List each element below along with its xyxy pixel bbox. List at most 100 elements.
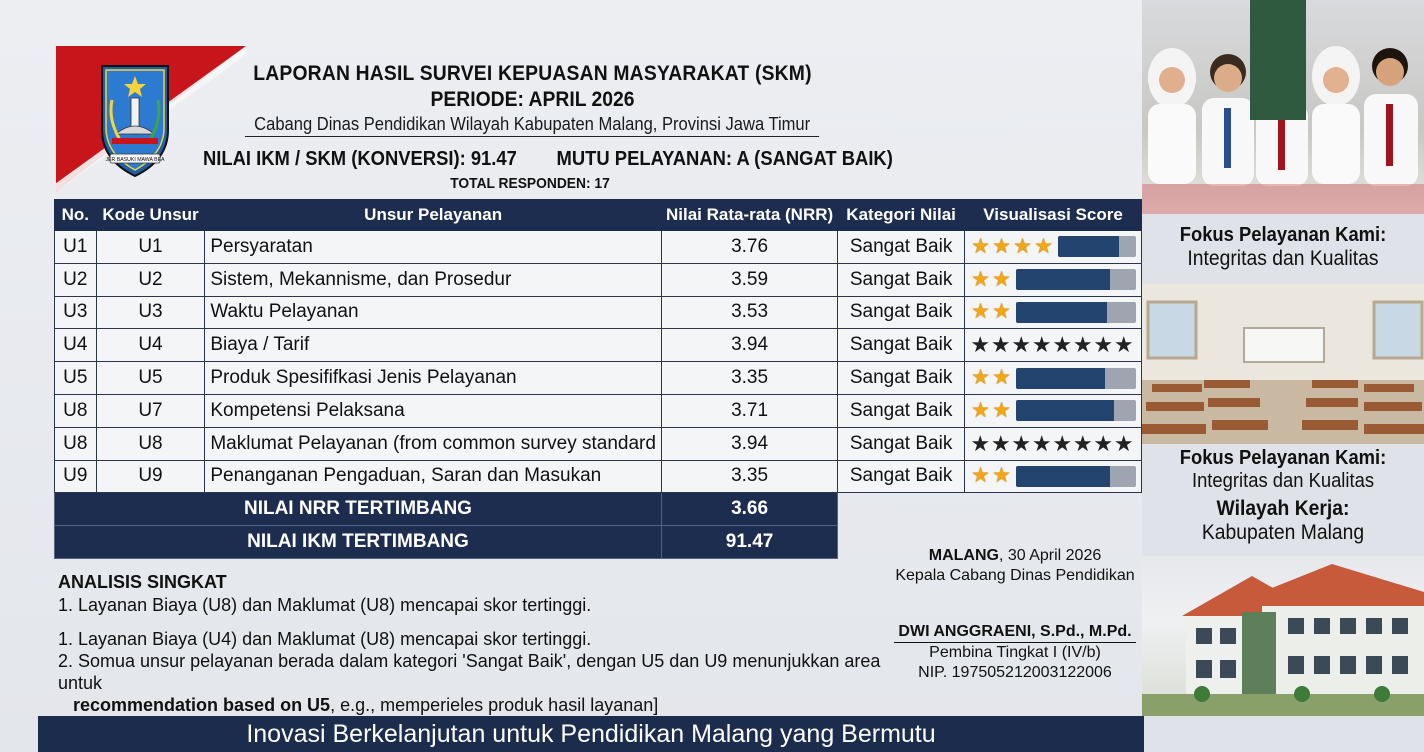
fokus-title: Fokus Pelayanan Kami: xyxy=(1179,447,1387,469)
col-header-no: No. xyxy=(54,199,97,231)
cell-kode: U4 xyxy=(95,328,206,363)
cell-visualisasi: ★ ★ ★ ★ ★ ★ ★ ★ xyxy=(964,426,1142,461)
table-row: U1 U1 Persyaratan 3.76 Sangat Baik ★ ★ ★ ★ xyxy=(54,230,1142,264)
star-icon: ★ xyxy=(1072,332,1093,358)
cell-unsur: Kompetensi Pelaksana xyxy=(204,393,662,428)
side-panel: Fokus Pelayanan Kami: Integritas dan Kua… xyxy=(1142,0,1424,752)
table-row: U9 U9 Penanganan Pengaduan, Saran dan Masu… xyxy=(54,459,1142,494)
emblem-motto: JER BASUKI MAWA BEA xyxy=(106,157,166,163)
fokus-block-1: Fokus Pelayanan Kami: Integritas dan Kua… xyxy=(1142,224,1424,271)
star-icon: ★ xyxy=(992,267,1011,291)
summary-label: NILAI IKM TERTIMBANG xyxy=(54,525,662,559)
cell-nrr: 3.35 xyxy=(660,459,839,494)
signature-rank: Pembina Tingkat I (IV/b) xyxy=(929,644,1101,661)
star-icon: ★ xyxy=(992,398,1011,422)
star-icon: ★ xyxy=(992,234,1011,258)
summary-label: NILAI NRR TERTIMBANG xyxy=(54,492,662,527)
mutu-pelayanan-label: MUTU PELAYANAN: A (SANGAT BAIK) xyxy=(556,148,893,170)
fokus-title: Fokus Pelayanan Kami: xyxy=(1179,224,1387,246)
table-header-row: No. Kode Unsur Unsur Pelayanan Nilai Rat… xyxy=(54,199,1142,231)
star-icon: ★ xyxy=(1031,332,1052,358)
cell-nrr: 3.53 xyxy=(660,295,839,330)
score-bar-fill xyxy=(1016,400,1115,422)
fokus-block-2: Fokus Pelayanan Kami: Integritas dan Kua… xyxy=(1142,447,1424,545)
score-bar xyxy=(1016,301,1136,323)
analysis-line: 1. Layanan Biaya (U8) dan Maklumat (U8) … xyxy=(58,595,592,615)
analysis-heading: ANALISIS SINGKAT xyxy=(58,572,227,592)
star-icon: ★ xyxy=(990,430,1011,456)
footer-banner: Inovasi Berkelanjutan untuk Pendidikan M… xyxy=(38,716,1144,752)
score-visual: ★ ★ ★ ★ ★ ★ ★ ★ xyxy=(970,432,1136,456)
cell-kategori: Sangat Baik xyxy=(837,459,966,494)
star-icon: ★ xyxy=(1052,332,1073,358)
signature-nip: NIP. 197505212003122006 xyxy=(918,664,1112,681)
score-bar xyxy=(1016,269,1136,291)
cell-kode: U7 xyxy=(95,393,206,428)
classroom-photo xyxy=(1142,284,1424,444)
summary-row-ikm: NILAI IKM TERTIMBANG 91.47 xyxy=(54,525,1142,559)
analysis-line: 2. Somua unsur pelayanan berada dalam ka… xyxy=(58,651,881,693)
cell-kategori: Sangat Baik xyxy=(837,262,966,297)
cell-kode: U2 xyxy=(95,262,206,297)
cell-unsur: Biaya / Tarif xyxy=(204,328,662,363)
analysis-section: ANALISIS SINGKAT 1. Layanan Biaya (U8) d… xyxy=(58,572,888,716)
cell-unsur: Sistem, Mekannisme, dan Prosedur xyxy=(204,262,662,297)
table-row: U8 U8 Maklumat Pelayanan (from common surv… xyxy=(54,426,1142,461)
cell-visualisasi: ★ ★ xyxy=(964,459,1142,494)
star-icon: ★ xyxy=(1034,234,1053,258)
cell-no: U9 xyxy=(54,459,97,494)
star-icon: ★ xyxy=(992,366,1011,390)
score-visual: ★ ★ ★ ★ ★ ★ ★ ★ xyxy=(970,333,1136,357)
star-icon: ★ xyxy=(1113,430,1134,456)
cell-kategori: Sangat Baik xyxy=(837,295,966,330)
cell-unsur: Persyaratan xyxy=(204,230,662,264)
cell-visualisasi: ★ ★ xyxy=(964,393,1142,428)
star-icon: ★ xyxy=(1093,332,1114,358)
cell-kategori: Sangat Baik xyxy=(837,328,966,363)
score-bar xyxy=(1016,465,1136,487)
col-header-visualisasi: Visualisasi Score xyxy=(964,199,1142,231)
cell-unsur: Waktu Pelayanan xyxy=(204,295,662,330)
cell-kategori: Sangat Baik xyxy=(837,426,966,461)
cell-nrr: 3.94 xyxy=(660,328,839,363)
star-icon: ★ xyxy=(971,398,990,422)
cell-kategori: Sangat Baik xyxy=(837,361,966,395)
report-title: LAPORAN HASIL SURVEI KEPUASAN MASYARAKAT… xyxy=(253,62,812,85)
fokus-text: Integritas dan Kualitas xyxy=(1191,470,1375,492)
signature-block: MALANG, 30 April 2026 Kepala Cabang Dina… xyxy=(880,546,1150,683)
cell-nrr: 3.59 xyxy=(660,262,839,297)
star-icon: ★ xyxy=(1011,332,1032,358)
students-illustration-icon xyxy=(1142,46,1424,214)
summary-row-nrr: NILAI NRR TERTIMBANG 3.66 xyxy=(54,492,1142,527)
cell-visualisasi: ★ ★ xyxy=(964,361,1142,395)
analysis-text: , e.g., memperieles produk hasil layanan… xyxy=(330,695,659,715)
cell-unsur: Penanganan Pengaduan, Saran dan Masukan xyxy=(204,459,662,494)
cell-kode: U8 xyxy=(95,426,206,461)
report-header: LAPORAN HASIL SURVEI KEPUASAN MASYARAKAT… xyxy=(200,62,865,137)
cell-no: U8 xyxy=(54,426,97,461)
cell-no: U1 xyxy=(54,230,97,264)
report-subtitle: Cabang Dinas Pendidikan Wilayah Kabupate… xyxy=(245,114,820,137)
star-icon: ★ xyxy=(971,267,990,291)
cell-visualisasi: ★ ★ xyxy=(964,262,1142,297)
score-bar xyxy=(1058,236,1136,258)
classroom-illustration-icon xyxy=(1142,284,1424,444)
score-bar-fill xyxy=(1058,236,1119,258)
score-visual: ★ ★ ★ ★ xyxy=(970,235,1136,259)
table-row: U3 U3 Waktu Pelayanan 3.53 Sangat Baik ★ ★ xyxy=(54,295,1142,330)
score-visual: ★ ★ xyxy=(970,464,1136,488)
analysis-bold-text: recommendation based on U5 xyxy=(73,695,331,715)
star-icon: ★ xyxy=(992,300,1011,324)
cell-unsur: Produk Spesififkasi Jenis Pelayanan xyxy=(204,361,662,395)
cell-unsur: Maklumat Pelayanan (from common survey s… xyxy=(204,426,662,461)
score-bar-fill xyxy=(1016,301,1108,323)
star-icon: ★ xyxy=(1031,430,1052,456)
ikm-summary-line: NILAI IKM / SKM (KONVERSI): 91.47 MUTU P… xyxy=(203,148,893,171)
score-visual: ★ ★ xyxy=(970,366,1136,390)
star-icon: ★ xyxy=(1072,430,1093,456)
summary-value: 91.47 xyxy=(660,525,839,559)
star-icon: ★ xyxy=(971,366,990,390)
cell-visualisasi: ★ ★ ★ ★ ★ ★ ★ ★ xyxy=(964,328,1142,363)
cell-no: U2 xyxy=(54,262,97,297)
star-icon: ★ xyxy=(1093,430,1114,456)
